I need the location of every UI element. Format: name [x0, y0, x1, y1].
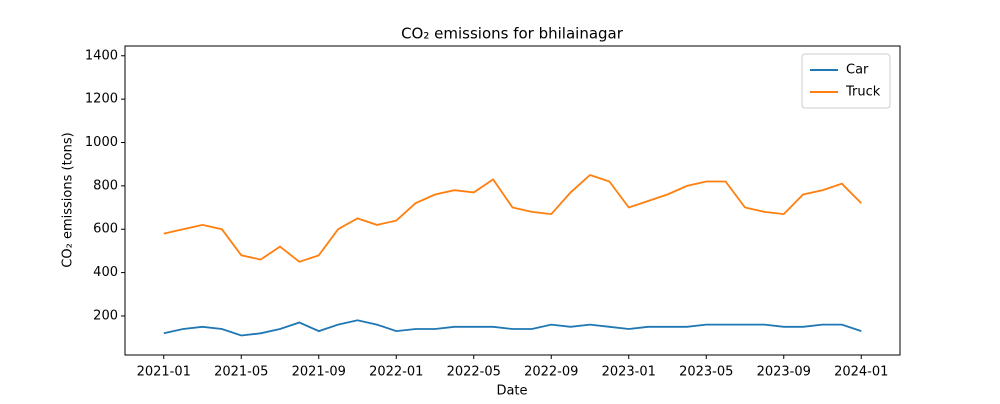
x-axis-label: Date — [496, 384, 527, 399]
legend: Car Truck — [801, 53, 891, 109]
x-tick-label: 2021-01 — [137, 365, 191, 380]
legend-label: Car — [846, 63, 869, 78]
x-tick-label: 2023-09 — [757, 365, 811, 380]
axes-frame — [124, 45, 901, 356]
y-tick-label: 400 — [93, 265, 118, 280]
x-tick-label: 2022-05 — [447, 365, 501, 380]
x-tick-label: 2024-01 — [834, 365, 888, 380]
series-line — [163, 319, 862, 337]
y-tick-label: 600 — [93, 222, 118, 237]
series-line — [163, 173, 862, 263]
x-tick-label: 2022-01 — [369, 365, 423, 380]
y-axis-label: CO₂ emissions (tons) — [61, 132, 76, 267]
x-tick-label: 2023-01 — [602, 365, 656, 380]
x-tick-label: 2021-09 — [292, 365, 346, 380]
legend-box — [801, 53, 891, 109]
y-tick-label: 200 — [93, 308, 118, 323]
y-tick-label: 800 — [93, 178, 118, 193]
y-tick-label: 1400 — [85, 48, 118, 63]
x-tick-label: 2023-05 — [679, 365, 733, 380]
x-tick-label: 2021-05 — [214, 365, 268, 380]
y-tick-label: 1200 — [85, 92, 118, 107]
x-tick-label: 2022-09 — [524, 365, 578, 380]
legend-label: Truck — [845, 85, 881, 100]
chart-title: CO₂ emissions for bhilainagar — [401, 25, 624, 43]
y-tick-label: 1000 — [85, 135, 118, 150]
